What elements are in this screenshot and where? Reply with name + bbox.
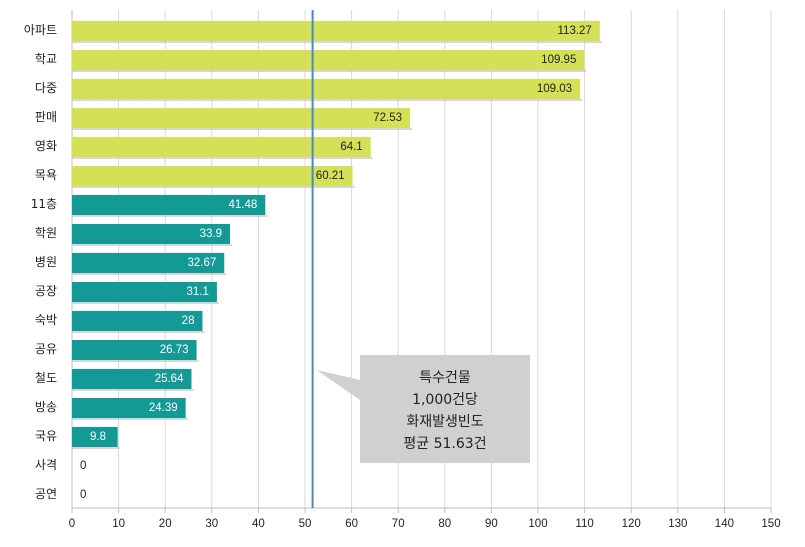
bar-shadow (72, 302, 219, 304)
category-label: 국유 (35, 429, 57, 443)
value-label: 41.48 (229, 199, 258, 211)
category-label: 학원 (35, 226, 57, 240)
value-labels: 113.27 109.95 109.03 72.53 64.1 60.21 41.48 33.… (80, 25, 592, 501)
bar-shadow (72, 389, 194, 391)
category-label: 다중 (35, 81, 57, 95)
x-tick-label: 0 (69, 518, 75, 530)
bar-shadow (72, 244, 232, 246)
bar-shadow (72, 128, 412, 130)
bar-shadow (72, 331, 205, 333)
category-label: 철도 (35, 371, 57, 385)
category-label: 목욕 (35, 168, 57, 182)
bar (72, 224, 230, 244)
callout-box (316, 355, 530, 463)
x-tick-label: 120 (622, 518, 641, 530)
value-label: 24.39 (149, 402, 178, 414)
x-axis: 0 10 20 30 40 50 60 70 80 90 100 110 120 130 140 150 (69, 10, 781, 530)
x-tick-label: 100 (528, 518, 547, 530)
bar (72, 311, 203, 331)
bar (72, 50, 585, 70)
x-tick-label: 10 (112, 518, 125, 530)
bar (72, 108, 410, 128)
value-label: 0 (80, 460, 86, 472)
average-callout: 특수건물 1,000건당 화재발생빈도 평균 51.63건 (316, 355, 530, 463)
bar-shadow (72, 157, 373, 159)
category-label: 11층 (31, 197, 57, 211)
x-tick-label: 80 (438, 518, 451, 530)
category-label: 병원 (35, 255, 57, 269)
category-label: 판매 (35, 110, 57, 124)
category-label: 사격 (35, 458, 57, 472)
x-tick-label: 130 (668, 518, 687, 530)
value-label: 26.73 (160, 344, 189, 356)
x-tick-label: 20 (159, 518, 172, 530)
bar (72, 137, 371, 157)
category-label: 학교 (35, 52, 57, 66)
bar-shadow (72, 273, 227, 275)
callout-line-2: 1,000건당 (412, 392, 478, 408)
category-label: 방송 (35, 400, 57, 414)
bar (72, 166, 353, 186)
callout-line-3: 화재발생빈도 (406, 414, 483, 430)
value-label: 33.9 (200, 228, 222, 240)
bar (72, 282, 217, 302)
bar-shadow (72, 215, 268, 217)
value-label: 32.67 (187, 257, 216, 269)
bar-shadow (72, 41, 602, 43)
value-label: 113.27 (558, 25, 592, 37)
bar (72, 340, 197, 360)
x-tick-label: 70 (392, 518, 405, 530)
bar-shadow (72, 418, 188, 420)
category-label: 공연 (35, 487, 57, 501)
category-label: 공장 (35, 284, 57, 298)
x-tick-label: 50 (299, 518, 312, 530)
callout-line-4: 평균 51.63건 (403, 436, 486, 452)
value-label: 109.95 (541, 54, 576, 66)
bar-shadow (72, 360, 199, 362)
x-tick-label: 110 (575, 518, 593, 530)
category-label: 숙박 (35, 313, 57, 327)
x-tick-label: 150 (761, 518, 780, 530)
bar (72, 427, 118, 447)
value-label: 28 (182, 315, 195, 327)
bar (72, 398, 186, 418)
bar-shadow (72, 447, 120, 449)
callout-line-1: 특수건물 (419, 370, 471, 386)
bar (72, 253, 225, 273)
x-tick-label: 60 (345, 518, 358, 530)
x-tick-label: 30 (205, 518, 218, 530)
value-label: 72.53 (373, 112, 402, 124)
bar-shadow (72, 70, 587, 72)
x-tick-label: 140 (715, 518, 734, 530)
bar (72, 369, 192, 389)
category-label: 아파트 (24, 23, 57, 37)
x-tick-label: 90 (485, 518, 498, 530)
category-label: 영화 (35, 139, 57, 153)
value-label: 0 (80, 489, 86, 501)
value-label: 31.1 (187, 286, 209, 298)
category-label: 공유 (35, 342, 57, 356)
bar-shadow (72, 186, 355, 188)
bar (72, 21, 600, 41)
value-label: 25.64 (155, 373, 184, 385)
value-label: 64.1 (340, 141, 362, 153)
x-tick-label: 40 (252, 518, 265, 530)
value-label: 109.03 (537, 83, 572, 95)
value-label: 9.8 (90, 431, 106, 443)
bar (72, 195, 266, 215)
bars (72, 21, 602, 449)
value-label: 60.21 (316, 170, 345, 182)
bar-shadow (72, 99, 583, 101)
bar (72, 79, 581, 99)
